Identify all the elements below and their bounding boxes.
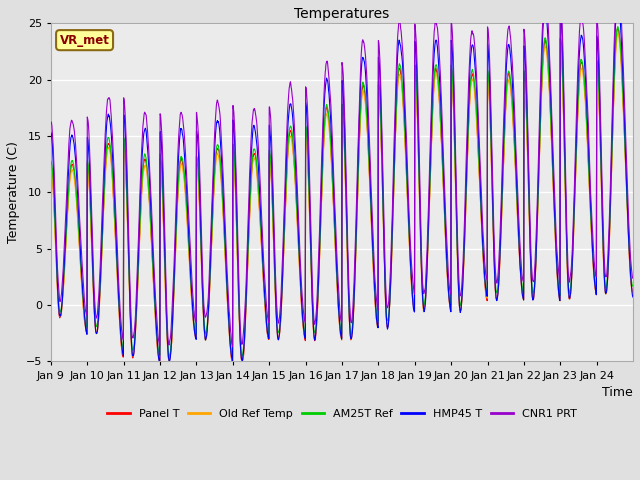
Title: Temperatures: Temperatures [294,7,390,21]
Legend: Panel T, Old Ref Temp, AM25T Ref, HMP45 T, CNR1 PRT: Panel T, Old Ref Temp, AM25T Ref, HMP45 … [103,405,581,423]
Y-axis label: Temperature (C): Temperature (C) [7,142,20,243]
Text: VR_met: VR_met [60,34,109,47]
X-axis label: Time: Time [602,386,633,399]
